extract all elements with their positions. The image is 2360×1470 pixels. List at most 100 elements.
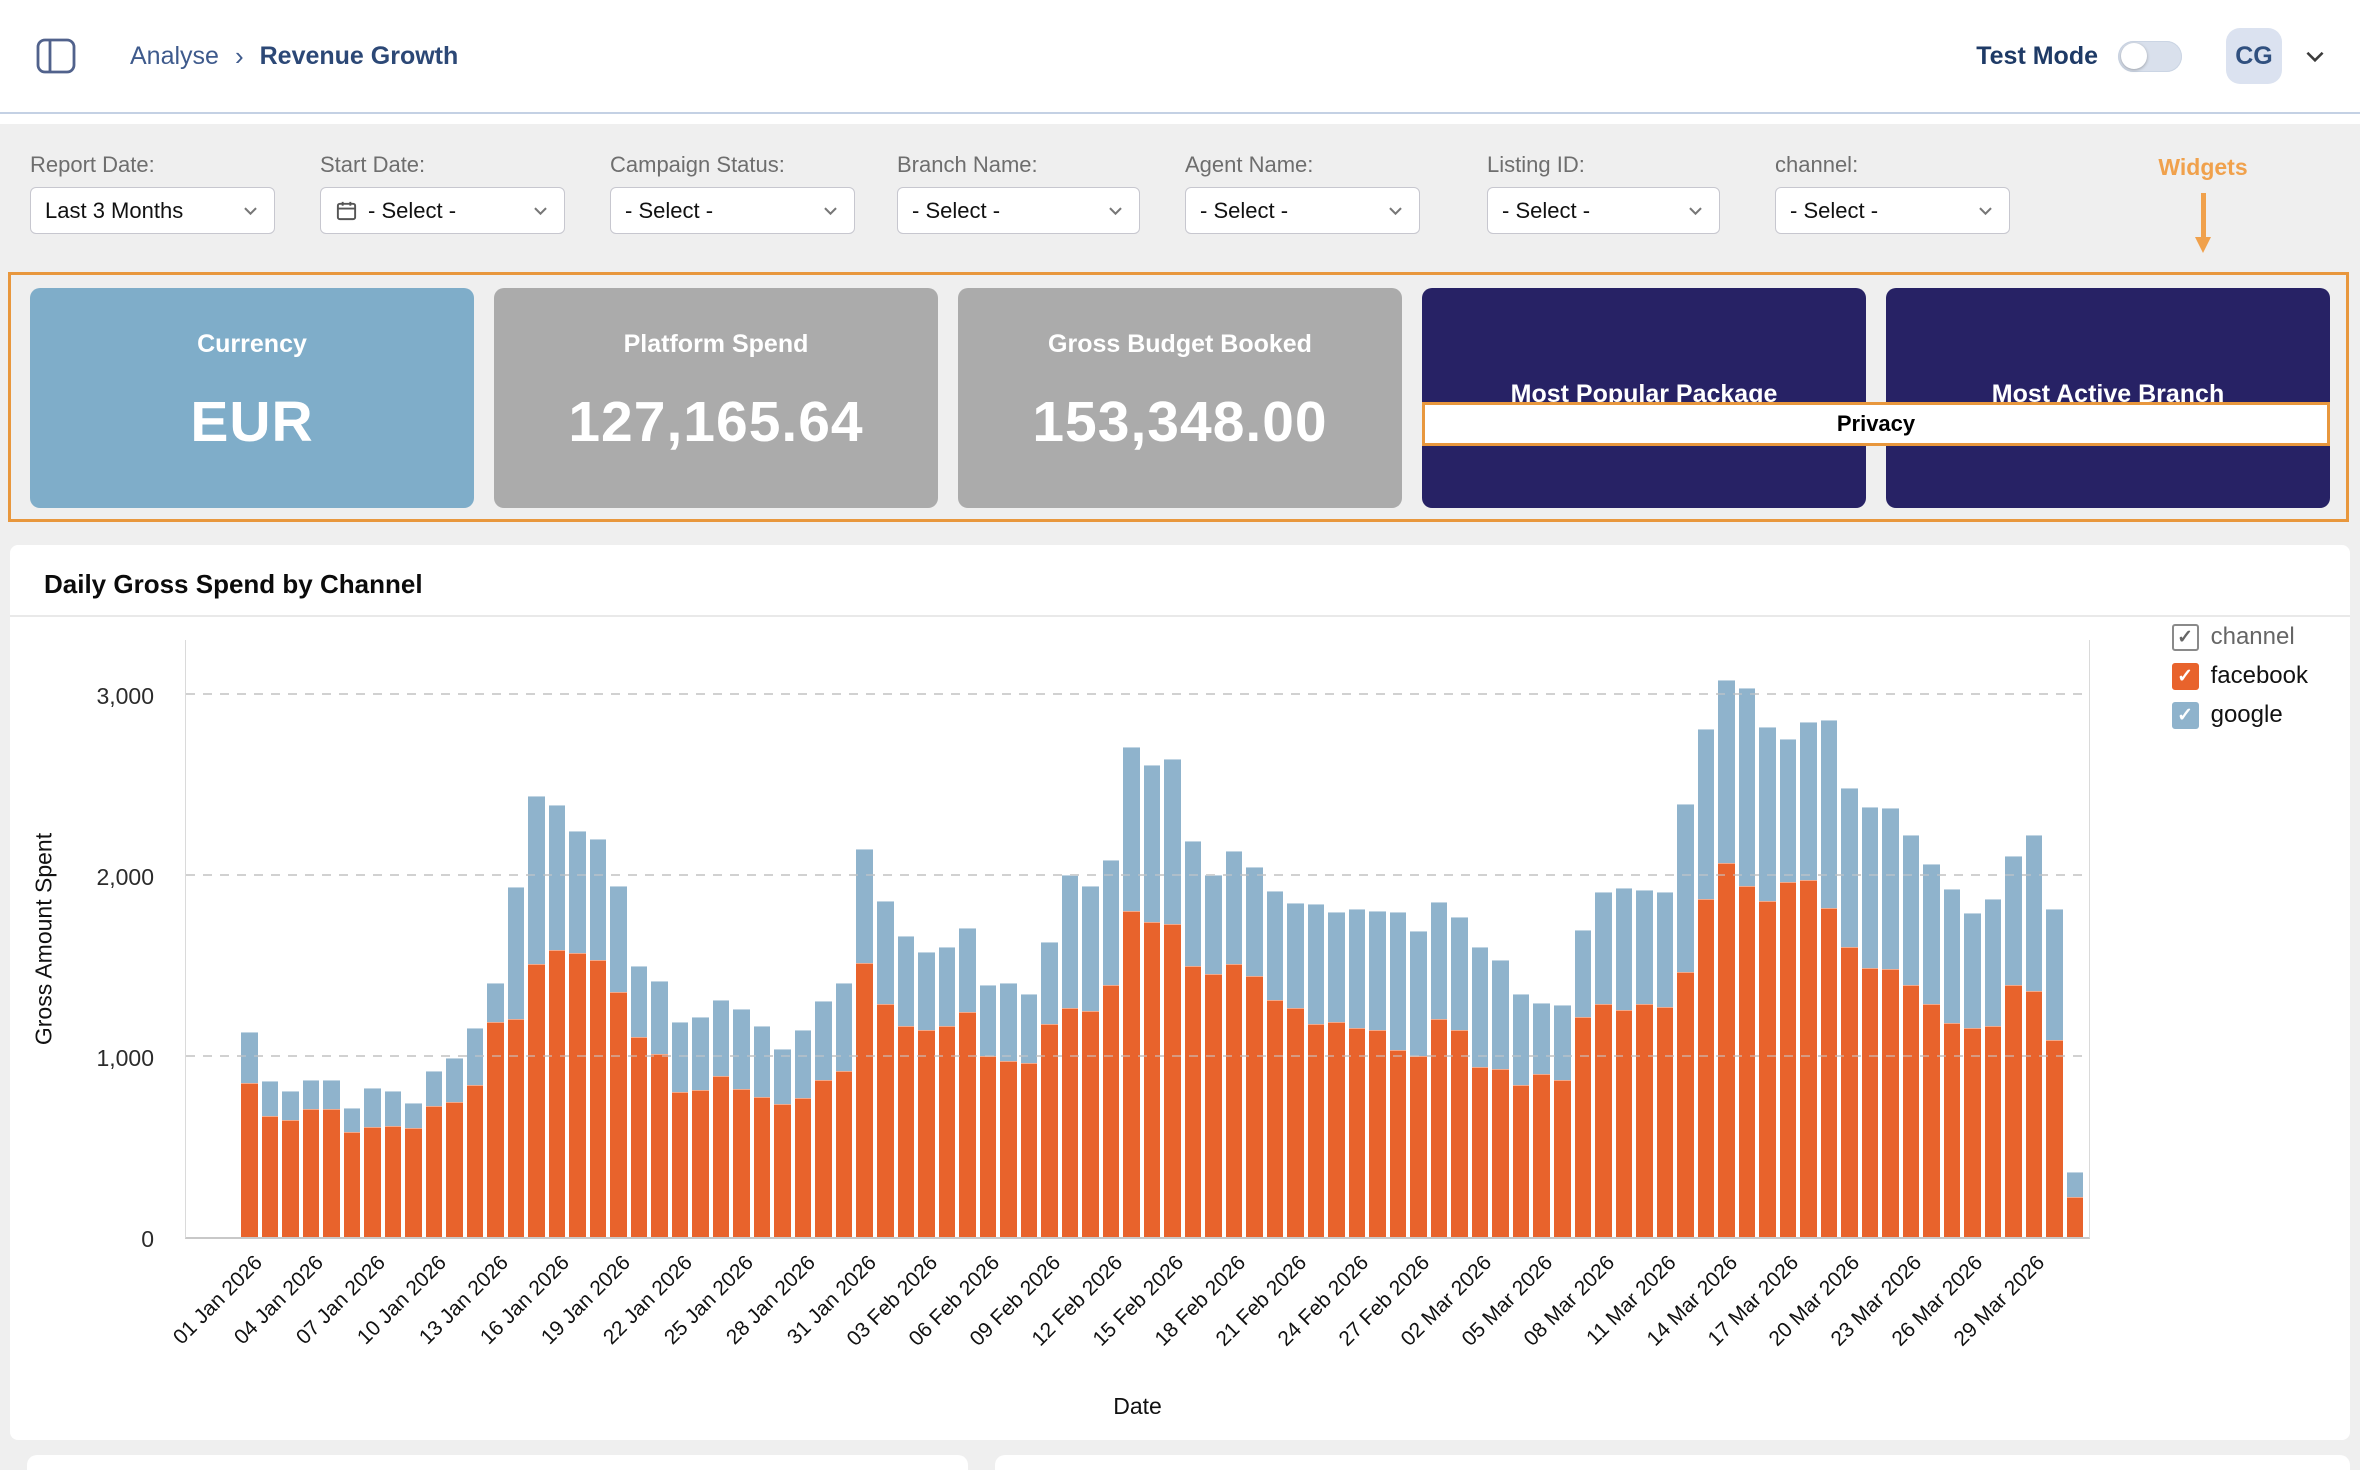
chart-bar[interactable] — [1656, 892, 1674, 1237]
chart-bar[interactable] — [1820, 720, 1838, 1237]
filter-select-campaign-status[interactable]: - Select - — [610, 187, 855, 234]
chart-bar[interactable] — [1246, 866, 1263, 1237]
chart-bar[interactable] — [1882, 808, 1899, 1237]
chart-bar[interactable] — [2046, 908, 2063, 1237]
chart-bar[interactable] — [1636, 890, 1653, 1237]
chart-bar[interactable] — [1410, 931, 1427, 1237]
checkbox-facebook[interactable]: ✓ — [2171, 662, 2199, 690]
user-menu-chevron-icon[interactable] — [2302, 43, 2328, 69]
chart-bar[interactable] — [1677, 804, 1694, 1237]
chart-bar[interactable] — [1779, 739, 1797, 1237]
chart-bar[interactable] — [241, 1032, 258, 1237]
chart-bar[interactable] — [1595, 892, 1612, 1237]
chart-bar[interactable] — [1184, 840, 1202, 1237]
chart-bar[interactable] — [1841, 788, 1858, 1237]
chart-bar[interactable] — [1759, 726, 1776, 1237]
chart-bar[interactable] — [384, 1091, 402, 1237]
avatar[interactable]: CG — [2226, 28, 2282, 84]
chart-bar[interactable] — [507, 886, 525, 1237]
chart-bar[interactable] — [446, 1057, 463, 1237]
filter-select-branch-name[interactable]: - Select - — [897, 187, 1140, 234]
chart-bar[interactable] — [815, 1000, 832, 1237]
chart-bar[interactable] — [1164, 759, 1181, 1237]
chart-bar[interactable] — [1512, 994, 1530, 1237]
chart-bar[interactable] — [1266, 891, 1284, 1237]
chart-bar[interactable] — [918, 951, 935, 1237]
chart-bar[interactable] — [1102, 859, 1120, 1237]
chart-bar[interactable] — [1615, 887, 1633, 1237]
chart-bar[interactable] — [733, 1008, 750, 1237]
chart-bar[interactable] — [2005, 856, 2022, 1237]
filter-select-start-date[interactable]: - Select - — [320, 187, 565, 234]
chart-bar[interactable] — [1943, 889, 1961, 1237]
filter-select-listing-id[interactable]: - Select - — [1487, 187, 1720, 234]
chart-bar[interactable] — [630, 966, 648, 1237]
chart-bar[interactable] — [487, 982, 504, 1237]
chart-bar[interactable] — [1738, 687, 1756, 1237]
legend-item-channel[interactable]: ✓ channel — [2171, 623, 2308, 651]
chart-bar[interactable] — [282, 1091, 299, 1237]
chart-bar[interactable] — [610, 885, 627, 1237]
chart-bar[interactable] — [589, 838, 607, 1237]
filter-select-agent-name[interactable]: - Select - — [1185, 187, 1420, 234]
chart-bar[interactable] — [1328, 912, 1345, 1237]
chart-bar[interactable] — [548, 805, 566, 1237]
chart-bar[interactable] — [1923, 864, 1940, 1237]
sidebar-toggle-button[interactable] — [36, 38, 76, 74]
chart-bar[interactable] — [1533, 1002, 1550, 1237]
chart-bar[interactable] — [1574, 930, 1592, 1237]
chart-bar[interactable] — [1964, 913, 1981, 1237]
chart-bar[interactable] — [692, 1017, 709, 1237]
chart-bar[interactable] — [569, 830, 586, 1237]
chart-bar[interactable] — [1041, 941, 1058, 1237]
breadcrumb-analyse[interactable]: Analyse — [130, 41, 219, 70]
chart-bar[interactable] — [343, 1107, 361, 1237]
chart-bar[interactable] — [261, 1081, 279, 1237]
chart-bar[interactable] — [1287, 903, 1304, 1237]
chart-bar[interactable] — [794, 1029, 812, 1237]
chart-bar[interactable] — [876, 901, 894, 1237]
chart-bar[interactable] — [2025, 835, 2043, 1237]
chart-bar[interactable] — [405, 1103, 422, 1237]
chart-bar[interactable] — [1348, 909, 1366, 1237]
legend-item-facebook[interactable]: ✓ facebook — [2171, 662, 2308, 690]
chart-bar[interactable] — [1225, 851, 1243, 1237]
chart-bar[interactable] — [1000, 982, 1017, 1237]
chart-bar[interactable] — [1143, 764, 1161, 1237]
chart-bar[interactable] — [466, 1027, 484, 1237]
chart-bar[interactable] — [774, 1048, 791, 1237]
filter-select-report-date[interactable]: Last 3 Months — [30, 187, 275, 234]
chart-bar[interactable] — [1984, 898, 2002, 1237]
chart-bar[interactable] — [1554, 1005, 1571, 1237]
chart-bar[interactable] — [835, 982, 853, 1237]
chart-bar[interactable] — [938, 946, 956, 1237]
chart-bar[interactable] — [1451, 916, 1468, 1237]
chart-bar[interactable] — [1389, 912, 1407, 1237]
chart-bar[interactable] — [302, 1079, 320, 1237]
chart-bar[interactable] — [1430, 902, 1448, 1237]
legend-item-google[interactable]: ✓ google — [2171, 701, 2308, 729]
chart-bar[interactable] — [1123, 747, 1140, 1237]
filter-select-channel[interactable]: - Select - — [1775, 187, 2010, 234]
chart-bar[interactable] — [323, 1079, 340, 1237]
checkbox-channel[interactable]: ✓ — [2171, 623, 2199, 651]
chart-bar[interactable] — [1902, 835, 1920, 1237]
chart-bar[interactable] — [651, 980, 668, 1237]
chart-bar[interactable] — [2066, 1171, 2084, 1237]
chart-bar[interactable] — [1307, 903, 1325, 1237]
chart-bar[interactable] — [1369, 911, 1386, 1237]
chart-bar[interactable] — [1861, 807, 1879, 1237]
chart-bar[interactable] — [1205, 875, 1222, 1237]
chart-bar[interactable] — [959, 927, 976, 1237]
chart-bar[interactable] — [1471, 946, 1489, 1237]
chart-bar[interactable] — [1718, 679, 1735, 1237]
chart-bar[interactable] — [1492, 960, 1509, 1237]
chart-bar[interactable] — [425, 1071, 443, 1237]
checkbox-google[interactable]: ✓ — [2171, 701, 2199, 729]
chart-bar[interactable] — [979, 985, 997, 1237]
test-mode-toggle[interactable] — [2118, 40, 2182, 72]
chart-bar[interactable] — [1082, 885, 1099, 1237]
chart-bar[interactable] — [364, 1087, 381, 1237]
chart-bar[interactable] — [1800, 722, 1817, 1237]
chart-bar[interactable] — [712, 999, 730, 1237]
